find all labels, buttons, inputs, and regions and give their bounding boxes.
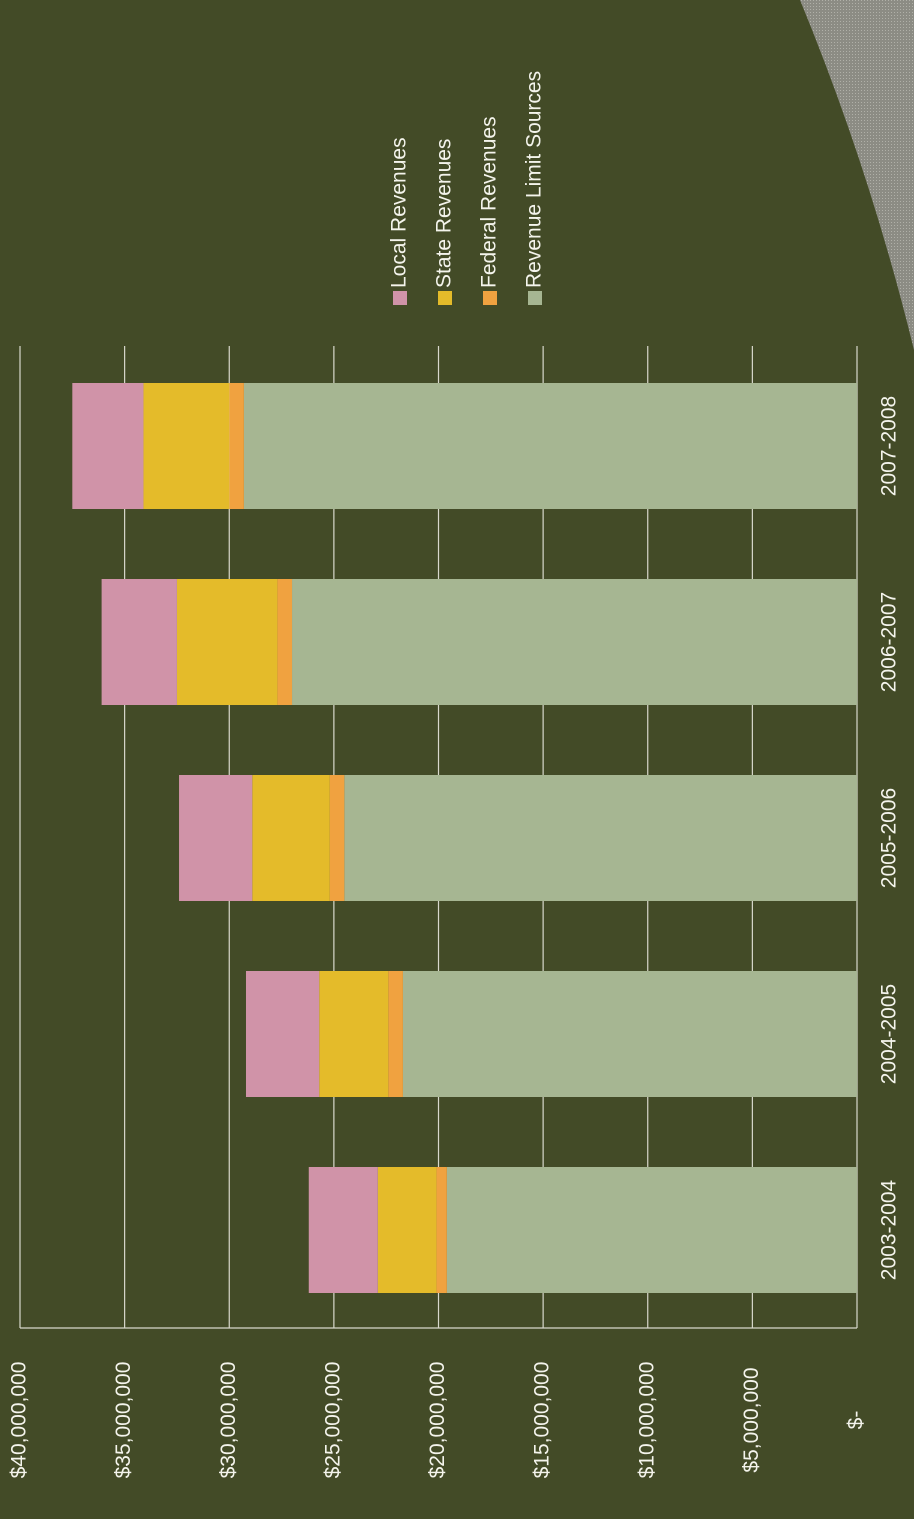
y-tick-label: $25,000,000 bbox=[321, 1362, 344, 1479]
bar-segment bbox=[308, 1167, 378, 1293]
legend-swatch bbox=[483, 291, 497, 305]
legend-label: Federal Revenues bbox=[478, 116, 501, 288]
bar-segment bbox=[72, 383, 144, 509]
legend-label: Local Revenues bbox=[388, 137, 411, 288]
bar-segment bbox=[277, 579, 293, 705]
x-tick-label: 2004-2005 bbox=[878, 984, 901, 1084]
plot: $- $5,000,000 $10,000,000 $15,000,000 $20,00… bbox=[8, 71, 901, 1479]
bar-segment bbox=[377, 1167, 437, 1293]
y-tick-label: $35,000,000 bbox=[112, 1362, 135, 1479]
bar-segment bbox=[252, 775, 330, 901]
y-tick-label: $10,000,000 bbox=[635, 1362, 658, 1479]
bar-segment bbox=[245, 971, 320, 1097]
bar-segment bbox=[388, 971, 403, 1097]
bar-segment bbox=[402, 971, 857, 1097]
bar-segment bbox=[243, 383, 857, 509]
bar-segment bbox=[176, 579, 278, 705]
bar-segment bbox=[179, 775, 253, 901]
bar-segment bbox=[436, 1167, 447, 1293]
y-tick-label: $15,000,000 bbox=[531, 1362, 554, 1479]
bar-segment bbox=[446, 1167, 857, 1293]
x-tick-label: 2007-2008 bbox=[878, 396, 901, 496]
y-tick-label: $30,000,000 bbox=[217, 1362, 240, 1479]
legend-swatch bbox=[438, 291, 452, 305]
bar-segment bbox=[319, 971, 389, 1097]
legend-swatch bbox=[528, 291, 542, 305]
legend-label: Revenue Limit Sources bbox=[523, 71, 546, 288]
bar-segment bbox=[292, 579, 857, 705]
legend-swatch bbox=[393, 291, 407, 305]
bar-segment bbox=[101, 579, 177, 705]
bar-segment bbox=[229, 383, 244, 509]
y-tick-label: $- bbox=[845, 1411, 868, 1430]
y-tick-label: $5,000,000 bbox=[740, 1367, 763, 1472]
bar-segment bbox=[143, 383, 230, 509]
y-tick-label: $20,000,000 bbox=[426, 1362, 449, 1479]
y-tick-label: $40,000,000 bbox=[8, 1362, 31, 1479]
decoration bbox=[800, 0, 914, 350]
bar-segment bbox=[329, 775, 345, 901]
legend-label: State Revenues bbox=[433, 139, 456, 288]
bar-segment bbox=[344, 775, 857, 901]
x-tick-label: 2005-2006 bbox=[878, 788, 901, 888]
x-tick-label: 2003-2004 bbox=[878, 1179, 901, 1280]
x-tick-label: 2006-2007 bbox=[878, 592, 901, 692]
